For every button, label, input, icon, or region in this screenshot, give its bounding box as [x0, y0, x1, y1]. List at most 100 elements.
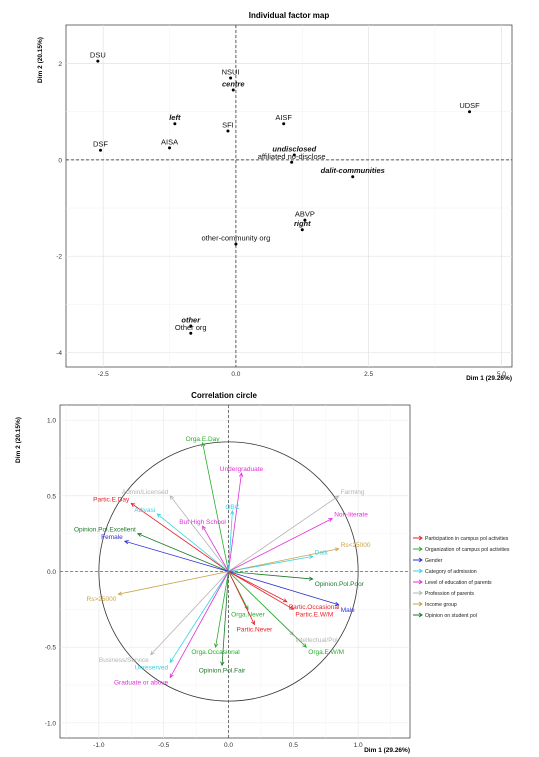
p1-point-marker: [292, 153, 296, 157]
p1-point-label: UDSF: [459, 101, 480, 110]
p2-arrow-head: [156, 513, 162, 518]
p2-arrow-head: [302, 643, 307, 648]
p2-arrow: Unreserved: [135, 571, 229, 671]
p2-legend-item: Level of education of parents: [413, 579, 492, 586]
p2-arrow: Male: [228, 571, 355, 614]
p2-legend-swatch-head: [418, 612, 423, 618]
p2-x-tick-label: 0.5: [289, 742, 298, 749]
p2-arrow-label: Undergraduate: [220, 466, 264, 473]
p2-arrow-head: [123, 540, 129, 545]
p1-point-marker: [282, 122, 286, 126]
p1-title: Individual factor map: [249, 11, 330, 20]
p2-arrow-head: [251, 620, 255, 626]
p2-legend-label: Level of education of parents: [425, 580, 492, 586]
p2-unit-circle: [98, 441, 359, 702]
p2-arrow-shaft: [228, 495, 339, 572]
p2-legend-label: Income group: [425, 602, 457, 608]
p2-x-axis-label: Dim 1 (29.26%): [364, 747, 410, 754]
p2-arrow-shaft: [228, 473, 242, 572]
p2-arrow: Adivasi: [134, 507, 229, 572]
p1-point-label: DSU: [90, 51, 106, 60]
p2-legend-label: Participation in campus pol activities: [425, 536, 509, 542]
p2-x-tick-label: -0.5: [158, 742, 170, 749]
p2-legend-item: Profession of parents: [413, 590, 474, 597]
p2-arrow-label: Orga.E.Day: [186, 436, 221, 443]
p2-arrow-shaft: [118, 571, 229, 595]
p2-y-tick-label: 0.5: [47, 493, 56, 500]
p1-point-marker: [351, 175, 355, 179]
p2-arrow-label: Partic.E.W/M: [295, 611, 333, 618]
p2-y-tick-label: -1.0: [45, 720, 57, 727]
p2-arrow-head: [136, 533, 142, 537]
p2-legend-swatch-head: [418, 546, 423, 552]
p2-arrow-shaft: [202, 442, 229, 572]
p1-point: undisclosed: [272, 145, 317, 157]
p2-arrow-shaft: [215, 571, 229, 648]
p1-point: other: [181, 316, 201, 328]
p2-arrow: Female: [101, 534, 229, 572]
p2-arrow-label: Partic.Occasional: [289, 604, 340, 611]
p2-arrow-label: Non-literate: [334, 512, 368, 519]
p2-y-tick-label: 1.0: [47, 418, 56, 425]
p2-arrow-shaft: [228, 571, 339, 606]
p2-legend-swatch-head: [418, 590, 423, 596]
p1-point: dalit-communities: [321, 166, 385, 179]
p2-arrow-head: [308, 554, 314, 560]
p2-legend-item: Opinion on student pol: [413, 612, 477, 619]
p2-gridlines: [60, 405, 410, 738]
p1-point: UDSF: [459, 101, 480, 114]
p2-legend-item: Gender: [413, 557, 443, 564]
p1-x-tick-label: 0.0: [231, 371, 240, 378]
individual-factor-map: Individual factor map -2.5 0.0 2.5 5.0 -4 -2…: [37, 11, 513, 382]
p2-legend-label: Gender: [425, 558, 443, 564]
p1-point-marker: [468, 110, 472, 114]
p2-arrow-head: [230, 510, 235, 515]
p1-point-label: affiliated no-disclose: [258, 152, 326, 161]
p2-arrow-label: Farming: [341, 489, 365, 496]
p2-arrow: Business/Service: [99, 571, 229, 664]
p2-y-axis-label: Dim 2 (20.15%): [15, 417, 22, 463]
p1-point-label: right: [294, 219, 311, 228]
p2-y-tick-label: 0.0: [47, 569, 56, 576]
p1-point-label: other-community org: [202, 234, 271, 243]
p1-point-marker: [300, 228, 304, 232]
p1-point-marker: [229, 76, 233, 80]
p2-arrow-label: But High School: [179, 519, 226, 526]
p2-arrow-label: Orga.Occasional: [191, 649, 240, 656]
p1-point: DSU: [90, 51, 106, 63]
p1-y-tick-label: 2: [58, 61, 62, 68]
p2-x-tick-labels: -1.0 -0.5 0.0 0.5 1.0: [93, 742, 363, 749]
p2-legend-swatch-head: [418, 601, 423, 607]
p1-point-marker: [189, 324, 193, 328]
p2-legend-label: Organization of campus pol activities: [425, 547, 510, 553]
p1-point-marker: [290, 160, 294, 164]
p2-arrow-label: Male: [341, 607, 355, 614]
p2-legend-item: Participation in campus pol activities: [413, 535, 509, 542]
p1-point: ABVP: [295, 210, 315, 222]
p2-arrow-label: Orga.E.W/M: [308, 649, 344, 656]
p1-point-marker: [173, 122, 177, 126]
p1-gridlines: [66, 25, 512, 367]
p1-point-label: DSF: [93, 140, 108, 149]
p2-arrow: OBC: [225, 504, 240, 572]
p2-arrow-head: [308, 576, 314, 581]
p2-arrow-shaft: [228, 571, 288, 603]
p1-point-marker: [99, 148, 103, 152]
p2-arrow-label: Unreserved: [135, 664, 169, 671]
p2-x-tick-label: 0.0: [224, 742, 233, 749]
p2-arrow-label: Business/Service: [99, 657, 149, 664]
p1-point-marker: [231, 88, 235, 92]
p2-arrow-shaft: [228, 510, 233, 572]
p2-arrow-head: [220, 661, 225, 667]
p2-arrow-shaft: [228, 555, 313, 572]
p1-x-tick-label: 2.5: [364, 371, 373, 378]
p1-point-label: left: [169, 113, 181, 122]
p2-y-tick-labels: -1.0 -0.5 0.0 0.5 1.0: [45, 418, 57, 728]
p2-arrow-shaft: [169, 571, 229, 663]
p2-arrow-shaft: [221, 571, 229, 666]
p1-point: NSUI: [222, 67, 240, 80]
p1-point: other-community org: [202, 234, 271, 246]
p1-point-label: AISA: [161, 137, 178, 146]
p1-point: DSF: [93, 140, 108, 152]
p2-arrows: Orga.E.DayUndergraduateAdmin/LicensedPar…: [74, 436, 371, 687]
